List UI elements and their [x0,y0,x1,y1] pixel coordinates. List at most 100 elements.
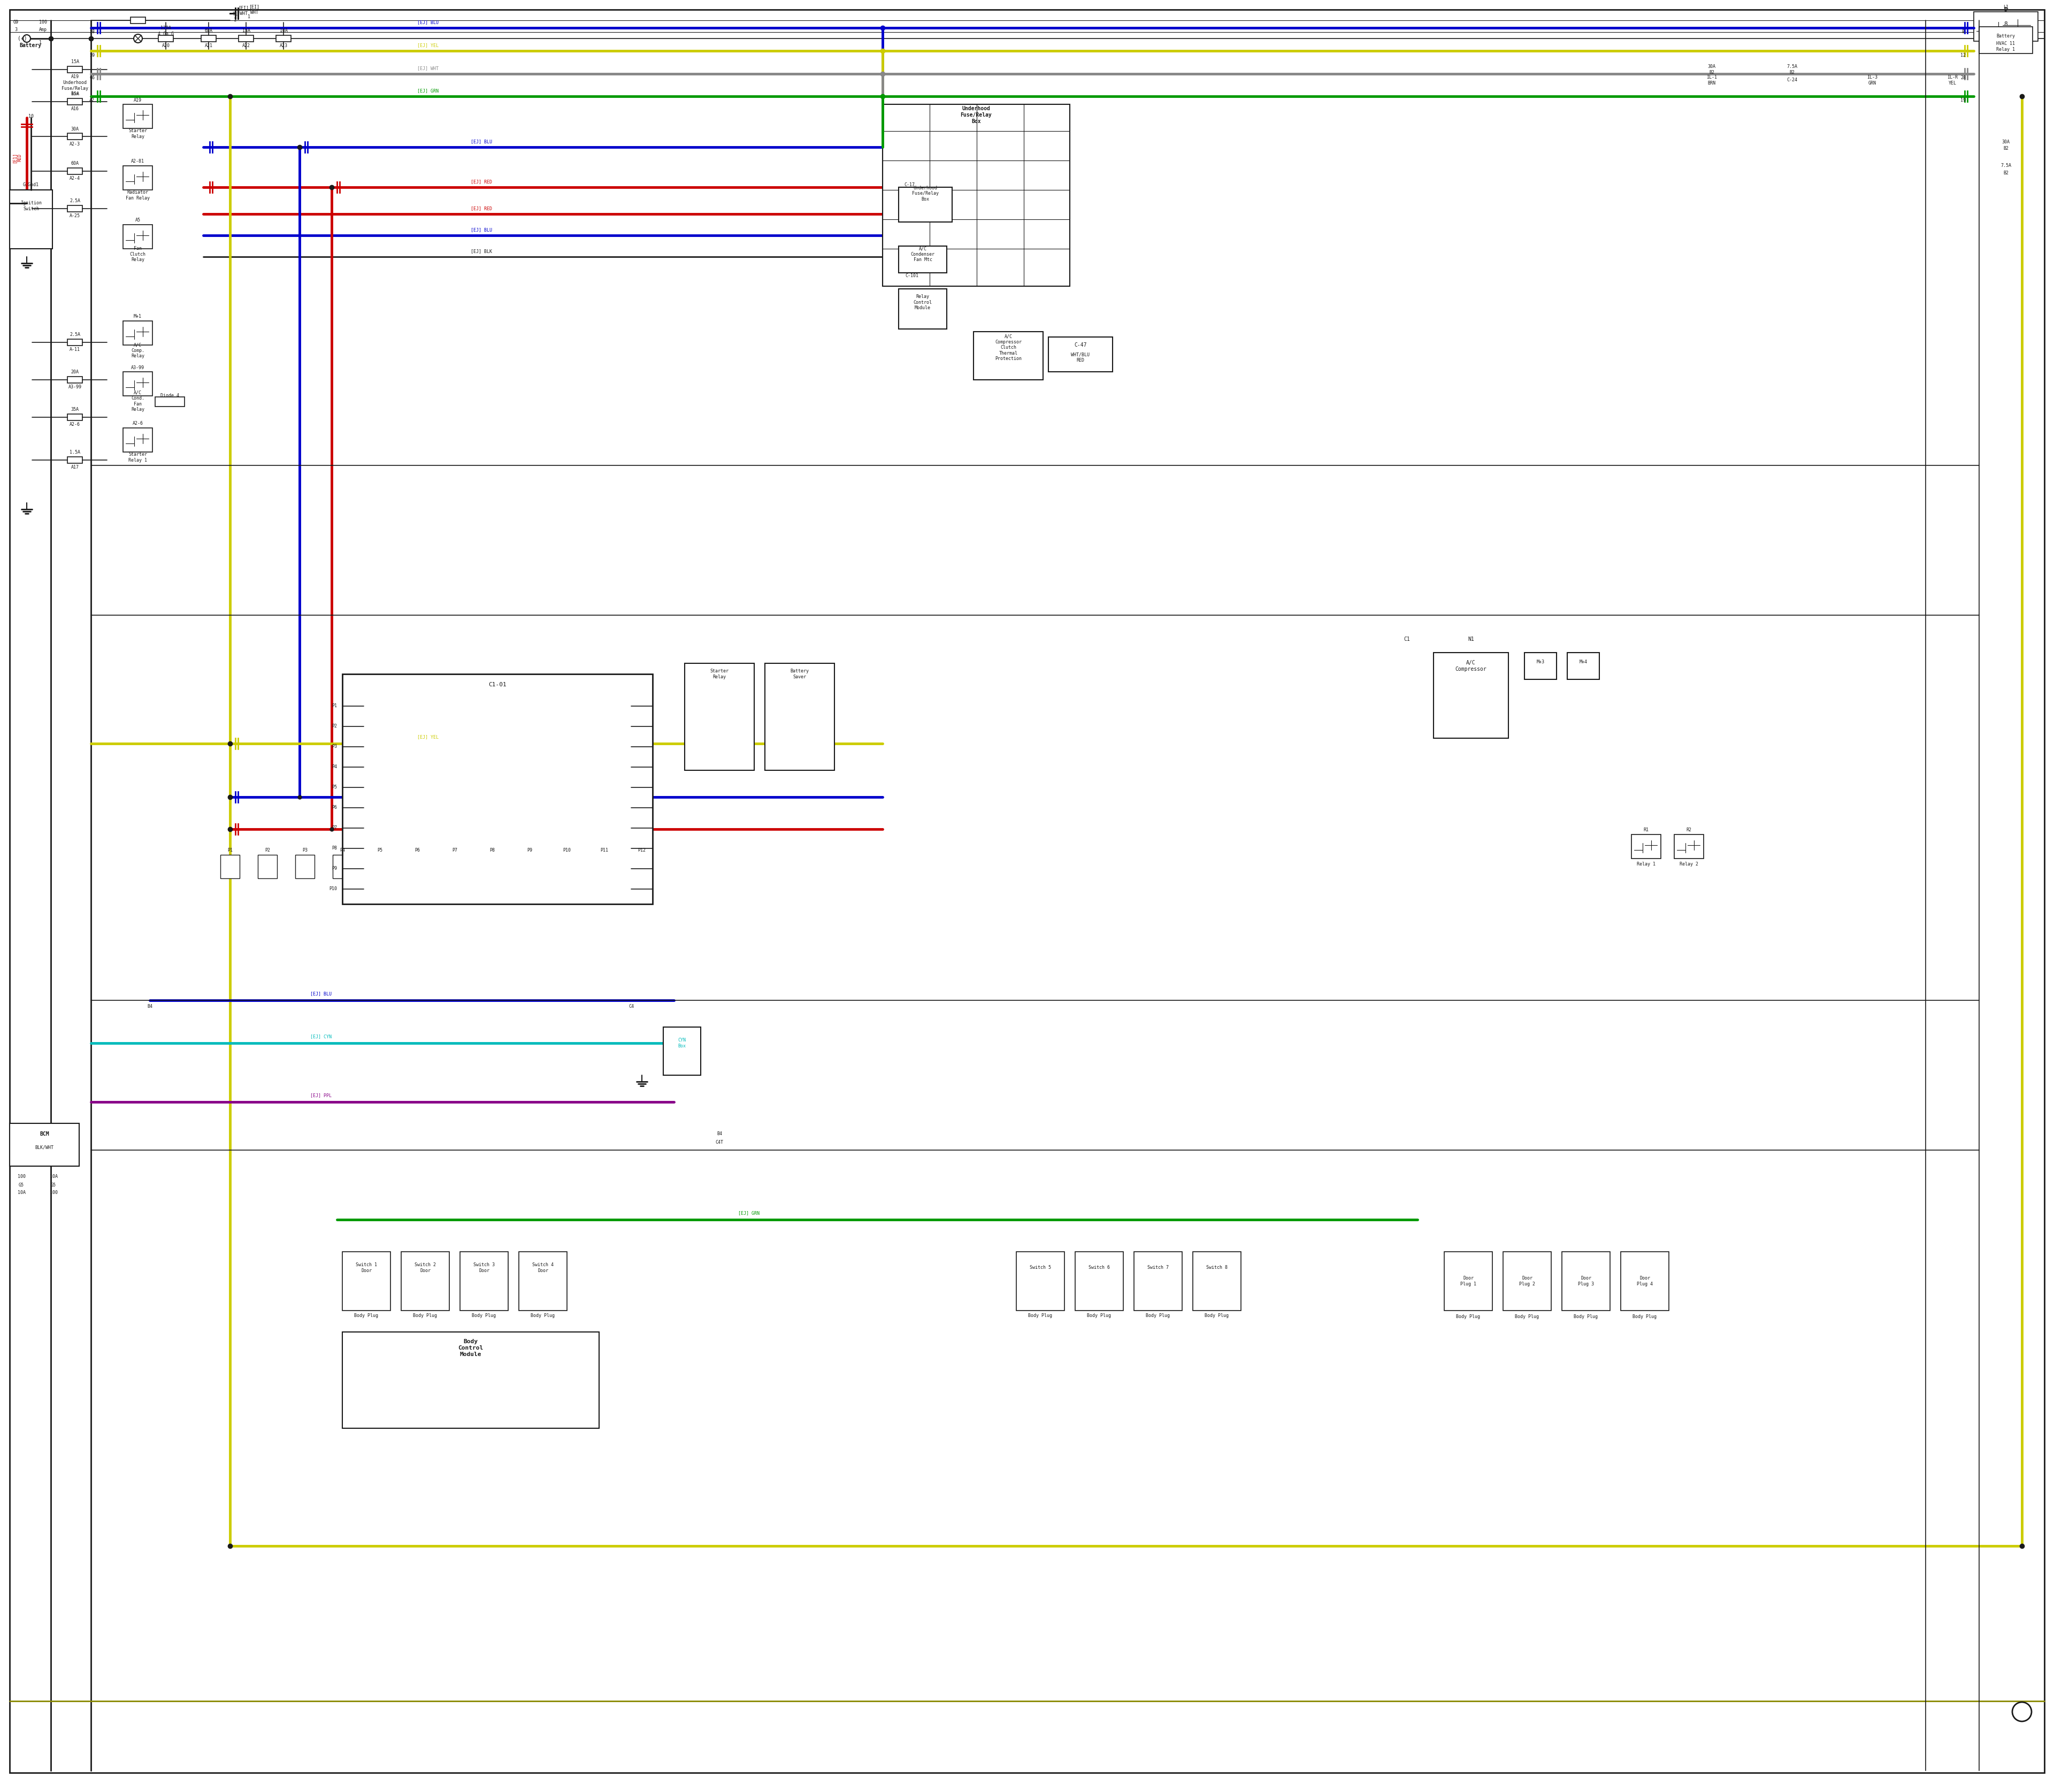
Text: 19: 19 [1960,99,1966,102]
Text: HVAC 11
Relay 1: HVAC 11 Relay 1 [1996,41,2015,52]
Text: B4: B4 [148,1004,152,1009]
Text: [EJ] YEL: [EJ] YEL [417,43,440,48]
Text: 100: 100 [49,1190,58,1195]
Text: A2-4: A2-4 [70,176,80,181]
Text: 120A
4 Ga G: 120A 4 Ga G [158,25,175,36]
Bar [156,396,185,407]
Text: C1: C1 [1403,636,1409,642]
Text: Battery: Battery [1996,34,2015,39]
Text: Underhood
Fuse/Relay
Box: Underhood Fuse/Relay Box [961,106,992,124]
Text: P8: P8 [331,846,337,851]
Text: 10A: 10A [49,1174,58,1179]
Text: 100: 100 [16,1174,25,1179]
Bar [1524,652,1557,679]
Bar [883,104,1070,287]
Bar [1974,13,2038,41]
Bar [296,855,314,878]
Text: 10: 10 [29,115,33,118]
Text: P1: P1 [228,848,232,853]
Bar [68,339,82,346]
Bar [1567,652,1600,679]
Text: 8: 8 [2005,22,2007,27]
Bar [10,190,53,249]
Text: A/C
Compressor: A/C Compressor [1454,659,1487,672]
Text: Underhood
Fuse/Relay
Box: Underhood Fuse/Relay Box [912,186,939,202]
Text: [EI]
WHT: [EI] WHT [249,4,259,14]
Text: Relay
Control
Module: Relay Control Module [914,294,933,310]
Bar [1134,1253,1183,1310]
Text: P6: P6 [331,805,337,810]
Bar [1631,835,1662,858]
Text: A17: A17 [72,466,78,470]
Text: T1
1: T1 1 [232,13,238,22]
Text: Fan
Clutch
Relay: Fan Clutch Relay [129,246,146,262]
Text: P7: P7 [331,826,337,830]
Text: 100: 100 [39,20,47,25]
Text: Body Plug: Body Plug [530,1314,555,1319]
Text: [EJ] CYN: [EJ] CYN [310,1034,331,1039]
Bar [520,855,538,878]
Bar [343,1253,390,1310]
Text: 28: 28 [1960,75,1966,81]
Text: P7: P7 [452,848,458,853]
Bar [68,99,82,106]
Text: Amp: Amp [39,27,47,32]
Text: [EJ] WHT: [EJ] WHT [417,66,440,72]
Text: C-101: C-101 [906,272,918,278]
Text: B4: B4 [717,1131,723,1136]
Bar [68,168,82,174]
Text: 2.5A: 2.5A [70,333,80,337]
Bar [764,663,834,771]
Text: Switch 2
Door: Switch 2 Door [415,1263,435,1272]
Text: R1: R1 [1643,828,1649,833]
Bar [123,104,152,129]
Text: Door
Plug 1: Door Plug 1 [1460,1276,1477,1287]
Text: A2-81: A2-81 [131,159,144,163]
Text: G5: G5 [51,1183,55,1188]
Bar [238,36,253,41]
Bar [557,855,577,878]
Text: P11: P11 [600,848,608,853]
Bar [275,36,292,41]
Bar [333,855,351,878]
Bar [900,289,947,330]
Text: CYN
Box: CYN Box [678,1038,686,1048]
Text: G.Gnd1: G.Gnd1 [23,183,39,186]
Bar [123,428,152,452]
Text: P4: P4 [331,765,337,769]
Text: Door
Plug 4: Door Plug 4 [1637,1276,1653,1287]
Text: [EJ] RED: [EJ] RED [470,206,493,211]
Text: [EJ] GRN: [EJ] GRN [737,1211,760,1215]
Bar [123,371,152,396]
Text: A3-99: A3-99 [68,385,82,389]
Text: A22: A22 [242,43,251,48]
Text: Radiator
Fan Relay: Radiator Fan Relay [125,190,150,201]
Text: Switch 5: Switch 5 [1029,1265,1052,1271]
Text: 42: 42 [88,99,94,102]
Text: 1.5A: 1.5A [70,450,80,455]
Bar [123,224,152,249]
Text: 7.5A
B2: 7.5A B2 [1787,65,1797,75]
Text: 60A: 60A [205,29,214,34]
Text: Body Plug: Body Plug [1573,1315,1598,1319]
Bar [68,66,82,73]
Text: 66: 66 [88,75,94,81]
Text: Body Plug: Body Plug [413,1314,438,1319]
Text: A19: A19 [134,97,142,102]
Bar [1621,1253,1668,1310]
Bar [900,246,947,272]
Text: P2: P2 [331,724,337,729]
Text: [EJ] RED: [EJ] RED [470,179,493,185]
Text: Switch 3
Door: Switch 3 Door [472,1263,495,1272]
Text: C4: C4 [629,1004,635,1009]
Text: A20: A20 [162,43,170,48]
Bar [68,133,82,140]
Text: BLK/WHT: BLK/WHT [35,1145,53,1150]
Text: Starter
Relay: Starter Relay [127,129,148,140]
Bar [68,457,82,464]
Text: IL-1
BRN: IL-1 BRN [1707,75,1717,86]
Bar [460,1253,507,1310]
Text: M+4: M+4 [1580,659,1588,665]
Bar [520,1253,567,1310]
Bar [259,855,277,878]
